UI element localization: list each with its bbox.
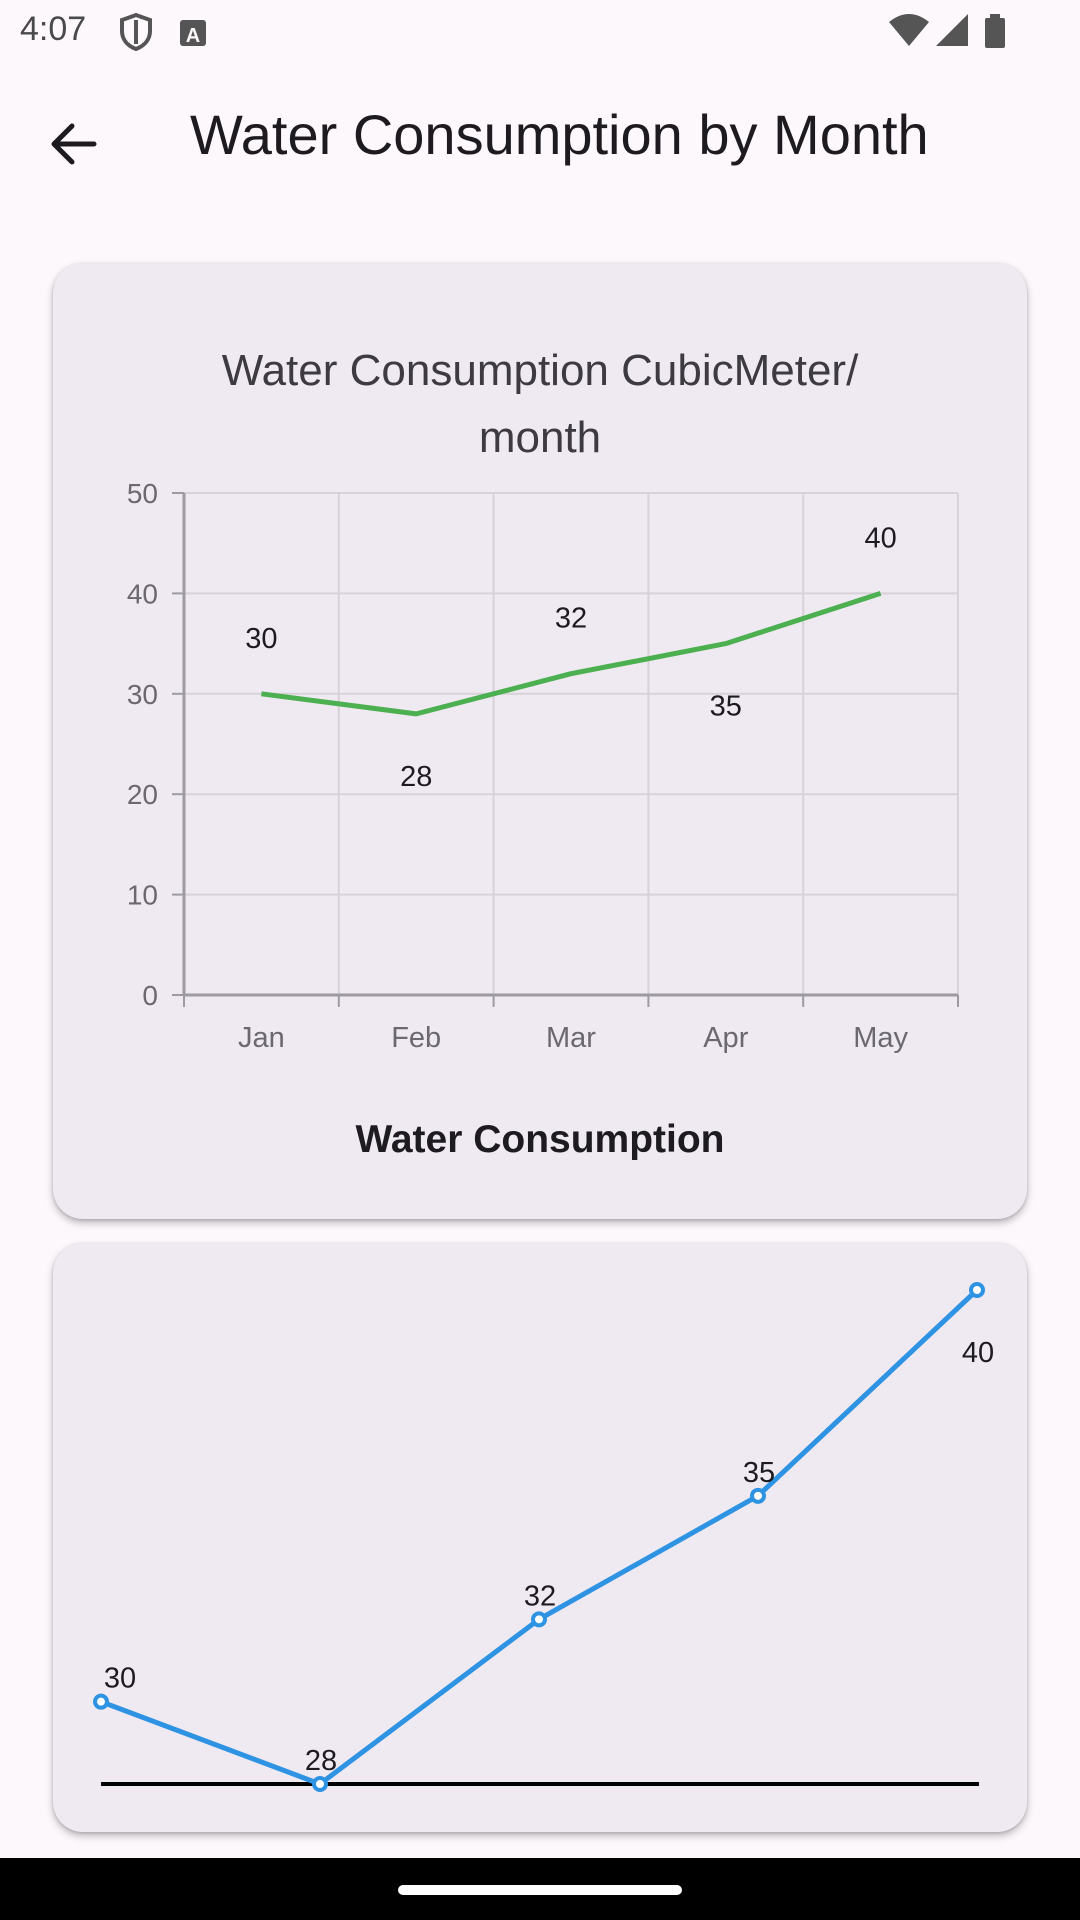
page-title: Water Consumption by Month [190, 103, 929, 166]
x-tick-label: May [853, 1022, 908, 1054]
chart-footer-label: Water Consumption [355, 1118, 725, 1161]
data-label: 32 [524, 1580, 556, 1612]
y-tick-label: 20 [127, 779, 158, 810]
arrow-left-icon [51, 123, 97, 165]
data-label: 35 [710, 691, 742, 723]
data-label: 28 [400, 761, 432, 793]
home-handle[interactable] [398, 1885, 682, 1895]
data-point [531, 1611, 547, 1628]
marker-chart-card: 30 28 32 35 40 [53, 1243, 1027, 1832]
battery-icon [985, 14, 1005, 48]
chart-title-line: month [478, 413, 602, 462]
x-tick-label: Mar [546, 1022, 596, 1054]
x-tick-label: Jan [238, 1022, 285, 1054]
data-label: 30 [245, 623, 277, 655]
wifi-icon [889, 14, 929, 46]
data-label: 40 [864, 522, 896, 554]
line-chart-card: Water Consumption CubicMeter/ month 0 10 2… [53, 263, 1027, 1219]
status-time: 4:07 [20, 10, 87, 48]
data-label: 32 [555, 603, 587, 635]
status-bar: 4:07 A [0, 0, 1080, 64]
series-line [100, 1288, 979, 1787]
data-label: 30 [104, 1663, 136, 1695]
data-label: 35 [743, 1457, 775, 1489]
data-point [969, 1282, 985, 1298]
data-label: 40 [962, 1337, 994, 1369]
back-button[interactable] [34, 104, 114, 184]
svg-text:A: A [186, 25, 200, 47]
app-bar: Water Consumption by Month [0, 64, 1080, 204]
x-tick-label: Apr [703, 1022, 748, 1054]
signal-icon [936, 14, 968, 46]
font-a-icon: A [180, 20, 206, 47]
series-line [261, 591, 882, 717]
y-tick-label: 10 [127, 880, 158, 911]
y-tick-label: 40 [127, 578, 158, 609]
y-tick-label: 0 [142, 980, 158, 1011]
shield-icon [120, 12, 152, 52]
data-point [750, 1487, 766, 1504]
line-chart: 0 10 20 30 40 50 Jan Feb Mar Apr May 30 28 32 35 40 [127, 478, 959, 1054]
chart-title: Water Consumption CubicMeter/ month [53, 337, 1027, 471]
y-tick-label: 30 [127, 679, 158, 710]
x-tick-label: Feb [391, 1022, 441, 1054]
chart-title-line: Water Consumption CubicMeter/ [221, 346, 859, 395]
data-point [93, 1693, 109, 1710]
y-tick-label: 50 [127, 478, 158, 509]
marker-line-chart: 30 28 32 35 40 [93, 1282, 994, 1792]
data-point [312, 1776, 328, 1792]
data-label: 28 [305, 1745, 337, 1777]
